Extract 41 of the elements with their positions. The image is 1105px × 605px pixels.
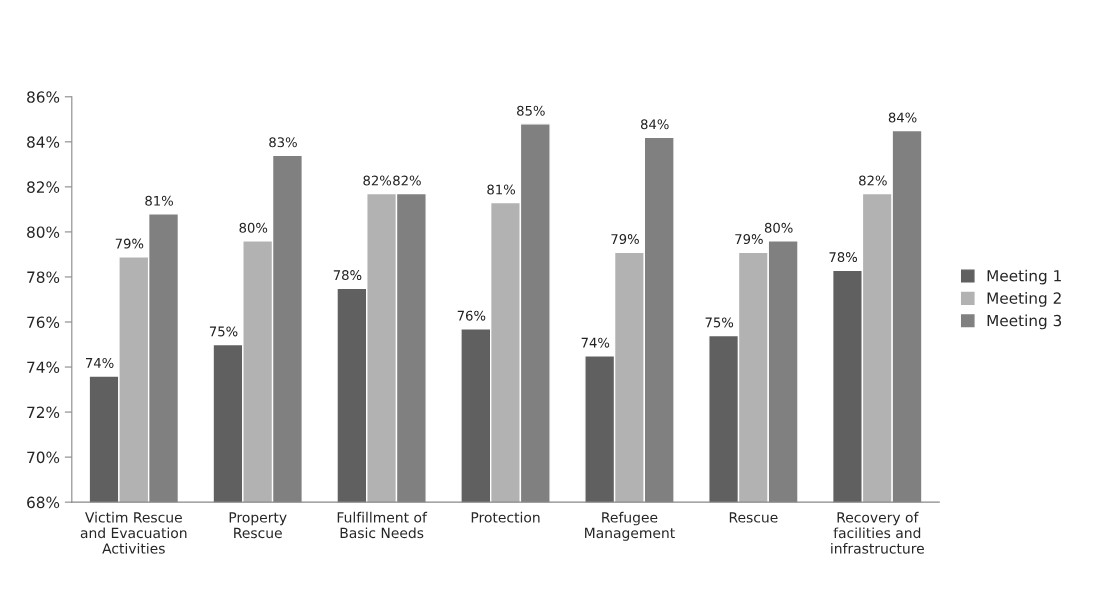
data-label: 76% <box>457 310 486 321</box>
legend-label: Meeting 3 <box>987 314 1062 330</box>
data-label: 82% <box>859 175 887 186</box>
x-tick-label: Refugee Management <box>585 511 675 541</box>
x-tick-label: Recovery of facilities and infrastructure <box>831 511 924 554</box>
y-tick-label: 78% <box>27 271 60 283</box>
x-tick-label: Rescue <box>729 512 778 523</box>
legend-label: Meeting 1 <box>987 269 1061 285</box>
y-tick-label: 86% <box>27 91 60 103</box>
x-tick-label: Property Rescue <box>229 512 287 539</box>
y-tick-label: 84% <box>27 136 60 148</box>
data-label: 82% <box>393 175 421 186</box>
data-label: 82% <box>363 175 392 186</box>
data-label: 84% <box>888 112 917 123</box>
data-label: 78% <box>829 252 858 263</box>
y-tick-label: 72% <box>27 406 60 419</box>
y-tick-label: 80% <box>27 226 60 238</box>
data-label: 80% <box>764 222 793 233</box>
y-tick-label: 70% <box>27 451 60 464</box>
x-tick-label: Fulfillment of Basic Needs <box>337 511 428 539</box>
legend-label: Meeting 2 <box>987 292 1061 307</box>
data-label: 75% <box>705 317 734 328</box>
y-tick-label: 68% <box>27 496 60 509</box>
x-tick-label: Protection <box>471 511 540 523</box>
data-label: 79% <box>115 238 144 249</box>
data-label: 83% <box>269 137 297 148</box>
data-label: 74% <box>581 337 610 348</box>
data-label: 81% <box>145 195 173 206</box>
data-label: 80% <box>239 222 268 233</box>
data-label: 78% <box>333 270 362 281</box>
data-label: 85% <box>517 105 545 116</box>
y-tick-label: 74% <box>27 361 60 374</box>
data-label: 75% <box>209 326 238 337</box>
data-label: 79% <box>611 234 639 245</box>
data-label: 81% <box>487 184 516 195</box>
y-tick-label: 82% <box>27 181 60 193</box>
data-label: 84% <box>640 119 669 130</box>
data-label: 74% <box>86 357 114 368</box>
y-tick-label: 76% <box>27 316 60 329</box>
x-tick-label: Victim Rescue and Evacuation Activities <box>80 511 187 554</box>
data-label: 79% <box>735 234 763 245</box>
